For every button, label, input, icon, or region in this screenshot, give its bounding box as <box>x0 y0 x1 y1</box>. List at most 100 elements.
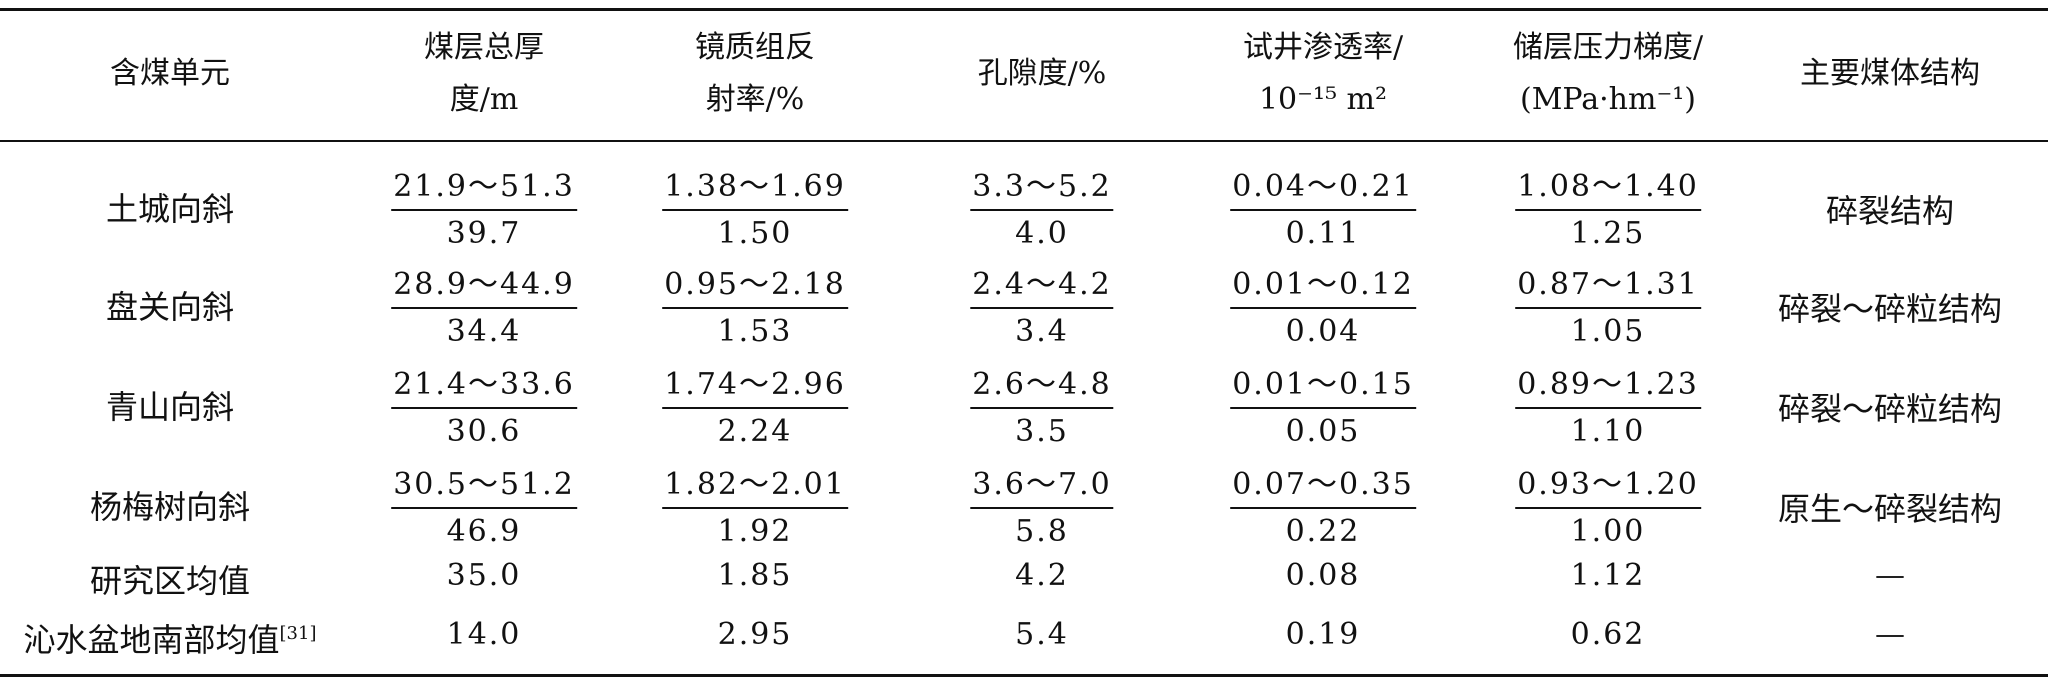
coal-structure: 碎裂～碎粒结构 <box>1777 390 2003 428</box>
header-structure-line: 主要煤体结构 <box>1800 56 1980 91</box>
table-top-rule <box>0 8 2048 11</box>
thickness-range: 28.9～44.9 <box>391 266 577 309</box>
header-thickness: 煤层总厚度/m <box>424 22 544 126</box>
pressure-mean: 1.05 <box>1570 314 1646 349</box>
reflectance-fraction: 1.74～2.96 2.24 <box>662 366 848 451</box>
reflectance-mean: 1.50 <box>717 216 793 251</box>
header-thickness-line: 度/m <box>449 82 519 117</box>
thickness-range: 30.5～51.2 <box>391 466 577 509</box>
porosity-mean: 3.4 <box>1015 314 1069 349</box>
porosity-range: 2.4～4.2 <box>970 266 1114 309</box>
header-unit: 含煤单元 <box>110 48 230 100</box>
summary-value-permeability: 0.08 <box>1285 558 1361 593</box>
cell-permeability: 0.01～0.15 0.05 <box>1230 366 1416 451</box>
citation-ref: [31] <box>279 623 317 644</box>
thickness-fraction: 21.4～33.6 30.6 <box>391 366 577 451</box>
summary-value-permeability: 0.19 <box>1285 617 1361 652</box>
reflectance-range: 1.82～2.01 <box>662 466 848 509</box>
permeability-mean: 0.22 <box>1285 514 1361 549</box>
row-label: 盘关向斜 <box>105 288 235 326</box>
summary-value-pressure: 0.62 <box>1570 617 1646 652</box>
header-porosity-line: 孔隙度/% <box>977 56 1107 91</box>
pressure-range: 0.93～1.20 <box>1515 466 1701 509</box>
pressure-mean: 1.10 <box>1570 414 1646 449</box>
permeability-fraction: 0.01～0.15 0.05 <box>1230 366 1416 451</box>
header-reflectance-line: 射率/% <box>705 82 805 117</box>
coal-structure: 碎裂～碎粒结构 <box>1777 290 2003 328</box>
reflectance-range: 0.95～2.18 <box>662 266 848 309</box>
pressure-fraction: 1.08～1.40 1.25 <box>1515 168 1701 253</box>
pressure-range: 1.08～1.40 <box>1515 168 1701 211</box>
permeability-fraction: 0.04～0.21 0.11 <box>1230 168 1416 253</box>
cell-thickness: 21.4～33.6 30.6 <box>391 366 577 451</box>
cell-pressure: 1.08～1.40 1.25 <box>1515 168 1701 253</box>
header-porosity: 孔隙度/% <box>978 48 1107 100</box>
permeability-mean: 0.11 <box>1285 216 1361 251</box>
summary-value-reflectance: 2.95 <box>717 617 793 652</box>
cell-pressure: 0.93～1.20 1.00 <box>1515 466 1701 551</box>
coal-structure: 原生～碎裂结构 <box>1777 490 2003 528</box>
thickness-mean: 34.4 <box>446 314 522 349</box>
table-header-rule <box>0 140 2048 142</box>
reflectance-fraction: 1.38～1.69 1.50 <box>662 168 848 253</box>
thickness-mean: 39.7 <box>446 216 522 251</box>
pressure-mean: 1.00 <box>1570 514 1646 549</box>
porosity-range: 3.3～5.2 <box>970 168 1114 211</box>
pressure-range: 0.87～1.31 <box>1515 266 1701 309</box>
summary-value-pressure: 1.12 <box>1570 558 1646 593</box>
cell-porosity: 3.3～5.2 4.0 <box>970 168 1114 253</box>
summary-value-thickness: 14.0 <box>446 617 522 652</box>
reflectance-range: 1.74～2.96 <box>662 366 848 409</box>
summary-row-label: 研究区均值 <box>90 556 250 602</box>
cell-thickness: 30.5～51.2 46.9 <box>391 466 577 551</box>
summary-row-name: 研究区均值 <box>89 562 251 600</box>
summary-value-porosity: 5.4 <box>1015 617 1069 652</box>
cell-reflectance: 0.95～2.18 1.53 <box>662 266 848 351</box>
header-pressure: 储层压力梯度/ (MPa·hm⁻¹) <box>1513 22 1703 126</box>
header-thickness-line: 煤层总厚 <box>424 30 544 65</box>
header-reflectance-line: 镜质组反 <box>695 30 815 65</box>
cell-permeability: 0.07～0.35 0.22 <box>1230 466 1416 551</box>
pressure-fraction: 0.89～1.23 1.10 <box>1515 366 1701 451</box>
row-label: 土城向斜 <box>105 190 235 228</box>
summary-value-structure: — <box>1875 617 1905 652</box>
summary-value-structure: — <box>1875 558 1905 593</box>
porosity-fraction: 3.3～5.2 4.0 <box>970 168 1114 253</box>
thickness-mean: 46.9 <box>446 514 522 549</box>
summary-row-name: 沁水盆地南部均值 <box>23 621 280 659</box>
porosity-mean: 3.5 <box>1015 414 1069 449</box>
porosity-mean: 5.8 <box>1015 514 1069 549</box>
reflectance-mean: 1.53 <box>717 314 793 349</box>
pressure-mean: 1.25 <box>1570 216 1646 251</box>
cell-thickness: 21.9～51.3 39.7 <box>391 168 577 253</box>
porosity-range: 2.6～4.8 <box>970 366 1114 409</box>
header-pressure-line: 储层压力梯度/ <box>1512 30 1704 65</box>
header-structure: 主要煤体结构 <box>1800 48 1980 100</box>
cell-permeability: 0.01～0.12 0.04 <box>1230 266 1416 351</box>
permeability-mean: 0.05 <box>1285 414 1361 449</box>
thickness-range: 21.4～33.6 <box>391 366 577 409</box>
permeability-range: 0.04～0.21 <box>1230 168 1416 211</box>
table-bottom-rule <box>0 674 2048 677</box>
header-permeability-line: 试井渗透率/ <box>1242 30 1404 65</box>
cell-porosity: 3.6～7.0 5.8 <box>970 466 1114 551</box>
row-label: 青山向斜 <box>105 388 235 426</box>
reflectance-fraction: 0.95～2.18 1.53 <box>662 266 848 351</box>
porosity-fraction: 2.4～4.2 3.4 <box>970 266 1114 351</box>
header-permeability: 试井渗透率/10⁻¹⁵ m² <box>1243 22 1403 126</box>
cell-reflectance: 1.74～2.96 2.24 <box>662 366 848 451</box>
permeability-mean: 0.04 <box>1285 314 1361 349</box>
cell-reflectance: 1.38～1.69 1.50 <box>662 168 848 253</box>
pressure-range: 0.89～1.23 <box>1515 366 1701 409</box>
cell-permeability: 0.04～0.21 0.11 <box>1230 168 1416 253</box>
pressure-fraction: 0.87～1.31 1.05 <box>1515 266 1701 351</box>
cell-thickness: 28.9～44.9 34.4 <box>391 266 577 351</box>
pressure-fraction: 0.93～1.20 1.00 <box>1515 466 1701 551</box>
porosity-mean: 4.0 <box>1015 216 1069 251</box>
header-unit-line: 含煤单元 <box>110 56 230 91</box>
permeability-range: 0.01～0.15 <box>1230 366 1416 409</box>
coal-structure: 碎裂结构 <box>1825 192 1955 230</box>
cell-porosity: 2.4～4.2 3.4 <box>970 266 1114 351</box>
summary-value-porosity: 4.2 <box>1015 558 1069 593</box>
header-pressure-line: (MPa·hm⁻¹) <box>1519 82 1697 117</box>
